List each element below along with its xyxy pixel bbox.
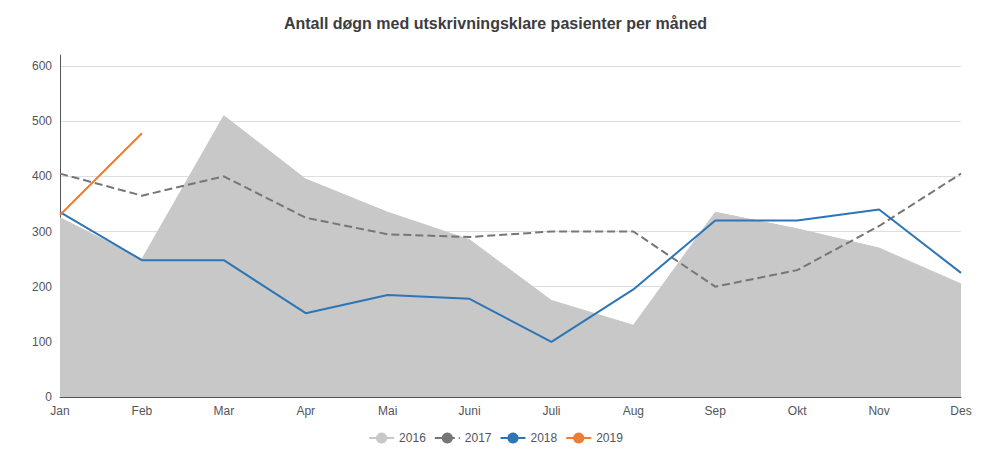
svg-text:Feb: Feb	[132, 404, 153, 418]
svg-text:300: 300	[32, 225, 52, 239]
svg-text:100: 100	[32, 335, 52, 349]
svg-text:200: 200	[32, 280, 52, 294]
svg-text:Aug: Aug	[623, 404, 644, 418]
svg-text:Des: Des	[950, 404, 971, 418]
svg-text:600: 600	[32, 59, 52, 73]
svg-text:0: 0	[45, 390, 52, 404]
svg-text:400: 400	[32, 169, 52, 183]
svg-text:Sep: Sep	[705, 404, 727, 418]
svg-text:Nov: Nov	[868, 404, 889, 418]
svg-text:Okt: Okt	[788, 404, 807, 418]
svg-text:Apr: Apr	[296, 404, 315, 418]
svg-text:500: 500	[32, 114, 52, 128]
svg-text:Mar: Mar	[213, 404, 234, 418]
svg-text:Mai: Mai	[378, 404, 397, 418]
svg-text:Juni: Juni	[459, 404, 481, 418]
svg-text:Jan: Jan	[50, 404, 69, 418]
svg-text:2019: 2019	[596, 431, 623, 445]
svg-text:2016: 2016	[399, 431, 426, 445]
svg-text:2017: 2017	[465, 431, 492, 445]
svg-text:2018: 2018	[531, 431, 558, 445]
svg-text:Antall døgn med utskrivningskl: Antall døgn med utskrivningsklare pasien…	[284, 15, 707, 32]
svg-text:Juli: Juli	[542, 404, 560, 418]
